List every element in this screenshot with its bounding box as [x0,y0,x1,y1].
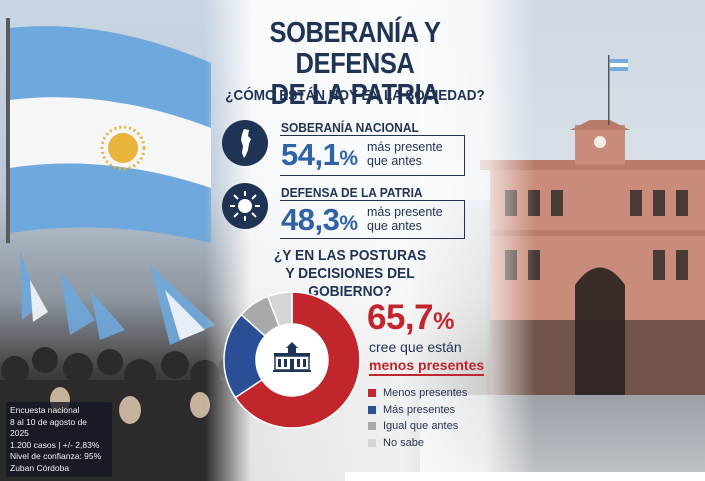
chart-legend: Menos presentes Más presentes Igual que an… [368,385,467,451]
subtitle: ¿CÓMO ESTÁN HOY EN LA SOCIEDAD? [225,87,485,104]
legend-label: Más presentes [383,403,456,416]
stat-divider [280,175,465,176]
stat-value-defensa: 48,3% [281,202,358,237]
legend-label: Igual que antes [383,420,459,433]
highlight-value: 65,7% [367,298,454,337]
stat-label-soberania: SOBERANÍA NACIONAL [281,120,419,135]
footnote-line: 1.200 casos | +/- 2,83% [10,439,100,450]
footnote-line: Encuesta nacional [10,405,80,415]
highlight-desc-1: cree que están [369,339,462,355]
argentina-flag-illustration [6,18,211,243]
legend-item: Menos presentes [368,385,467,402]
legend-swatch [368,438,376,447]
legend-label: No sabe [383,436,424,449]
argentina-map-icon [222,120,268,166]
stat-divider [280,238,465,239]
footnote-line: Zuban Córdoba [10,462,70,473]
footnote-line: 8 al 10 de agosto de 2025 [10,416,88,439]
legend-swatch [368,405,376,414]
stat-desc-defensa: más presente que antes [367,205,443,233]
survey-footnote: Encuesta nacional 8 al 10 de agosto de 2… [6,402,112,477]
stat-desc-soberania: más presente que antes [367,140,443,168]
legend-item: Más presentes [368,402,467,419]
stat-value-soberania: 54,1% [281,137,358,172]
stat-label-defensa: DEFENSA DE LA PATRIA [281,185,423,200]
legend-swatch [368,422,376,431]
question-line-2: Y DECISIONES DEL GOBIERNO? [285,265,415,300]
legend-label: Menos presentes [383,387,468,400]
question-line-1: ¿Y EN LAS POSTURAS [273,247,427,264]
highlight-desc-2: menos presentes [369,357,485,376]
legend-item: Igual que antes [368,418,467,435]
sun-of-may-icon [222,183,268,229]
question-gobierno: ¿Y EN LAS POSTURAS Y DECISIONES DEL GOBI… [249,247,451,301]
legend-swatch [368,389,376,398]
footnote-line: Nivel de confianza: 95% [10,451,102,461]
stat-divider [280,135,465,136]
title-line-2: DE LA PATRIA [270,79,440,111]
bottom-white-bar [345,472,705,481]
stat-bracket [464,135,465,175]
stat-divider [280,200,465,201]
legend-item: No sabe [368,435,467,452]
title-line-1: SOBERANÍA Y DEFENSA [269,17,441,80]
rooftop-flag-illustration [608,55,628,125]
donut-chart [223,291,361,429]
casa-rosada-icon [273,342,311,372]
stat-bracket [464,200,465,238]
page-title: SOBERANÍA Y DEFENSA DE LA PATRIA [223,18,487,111]
